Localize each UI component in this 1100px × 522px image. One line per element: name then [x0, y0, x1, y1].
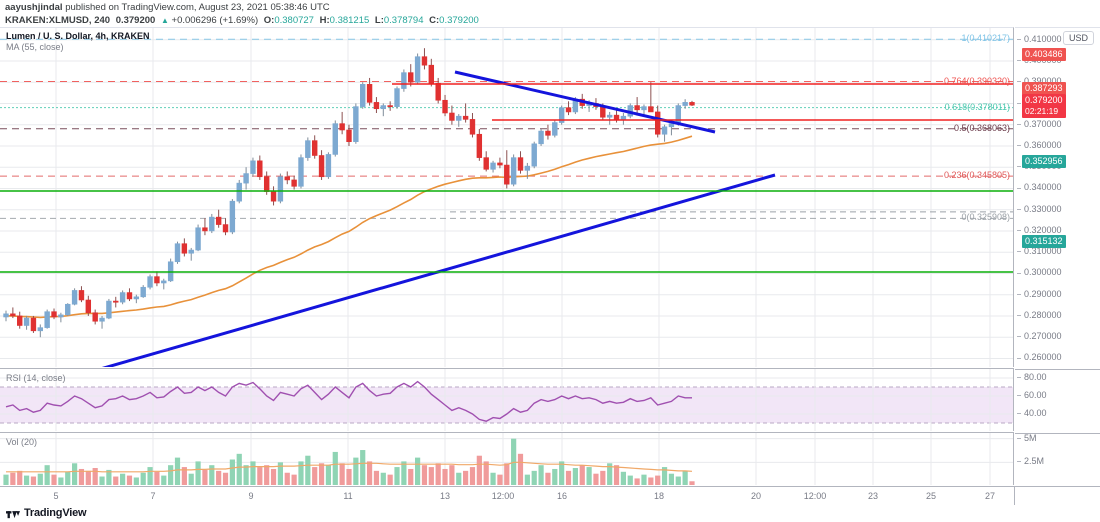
time-tick-label: 23 [867, 491, 879, 501]
fib-level-label: 0.236(0.345805) [943, 170, 1010, 181]
last-price: 0.379200 [115, 15, 156, 26]
price-tick: 0.410000 [1015, 34, 1062, 44]
open-label: O: [263, 15, 275, 26]
time-tick-label: 18 [653, 491, 665, 501]
currency-badge[interactable]: USD [1062, 31, 1094, 45]
price-countdown: 02:21:19 [1025, 106, 1059, 117]
price-tick: 0.340000 [1015, 182, 1062, 192]
chart-header: aayushjindal published on TradingView.co… [0, 0, 1100, 26]
rsi-chart-canvas [0, 369, 1013, 431]
time-tick-label: 16 [556, 491, 568, 501]
price-pane[interactable]: Lumen / U. S. Dollar, 4h, KRAKEN MA (55,… [0, 27, 1014, 367]
price-tick: 0.310000 [1015, 246, 1062, 256]
axis-divider-vol [1015, 433, 1100, 434]
fib-level-label: 0(0.325908) [961, 212, 1010, 223]
time-tick-label: 27 [984, 491, 996, 501]
price-tick: 0.370000 [1015, 119, 1062, 129]
time-tick-label: 12:00 [803, 491, 827, 501]
price-tick: 0.290000 [1015, 289, 1062, 299]
fib-level-label: 1(0.410217) [961, 33, 1010, 44]
time-axis[interactable]: 5 7 9 11 13 12:00 16 18 20 12:00 23 25 27 [0, 486, 1100, 506]
fib-level-label: 0.618(0.378011) [944, 101, 1010, 112]
close-value: 0.379200 [439, 15, 479, 26]
close-label: C: [429, 15, 440, 26]
resistance-tag-high: 0.403486 [1022, 47, 1066, 61]
symbol-label: KRAKEN:XLMUSD, 240 [5, 15, 111, 26]
tradingview-logo-icon [6, 510, 20, 518]
price-tick: 0.330000 [1015, 204, 1062, 214]
time-tick-label: 13 [439, 491, 451, 501]
high-value: 0.381215 [329, 15, 370, 26]
price-tick: 0.390000 [1015, 76, 1062, 86]
price-change: +0.006296 (+1.69%) [171, 15, 259, 26]
price-tick: 0.280000 [1015, 310, 1062, 320]
time-tick-label: 9 [248, 491, 254, 501]
fib-level-label: 0.764(0.390320) [943, 75, 1010, 86]
quote-line: KRAKEN:XLMUSD, 240 0.379200 ▲ +0.006296 … [5, 15, 1100, 27]
support-tag-lower: 0.315132 [1022, 235, 1066, 249]
price-tick: 0.320000 [1015, 225, 1062, 235]
current-price-tag: 0.379200 02:21:19 [1022, 94, 1066, 119]
up-triangle-icon: ▲ [160, 16, 169, 25]
volume-tick: 2.5M [1015, 456, 1044, 466]
footer: TradingView [0, 505, 1100, 522]
time-tick-label: 7 [150, 491, 156, 501]
volume-pane[interactable]: Vol (20) [0, 432, 1014, 485]
open-value: 0.380727 [274, 15, 314, 26]
volume-chart-canvas [0, 433, 1013, 485]
rsi-pane[interactable]: RSI (14, close) [0, 368, 1014, 431]
publication-line: aayushjindal published on TradingView.co… [5, 2, 1100, 14]
resistance-tag-mid: 0.387293 [1022, 81, 1066, 95]
rsi-tick: 40.00 [1015, 408, 1047, 418]
price-axis[interactable]: USD 0.4100000.4000000.3900000.3800000.37… [1015, 27, 1100, 485]
support-tag-upper: 0.352956 [1022, 154, 1066, 168]
axis-divider-rsi [1015, 369, 1100, 370]
price-tick: 0.360000 [1015, 140, 1062, 150]
price-tick: 0.260000 [1015, 352, 1062, 362]
price-tick: 0.270000 [1015, 331, 1062, 341]
time-tick-label: 12:00 [491, 491, 515, 501]
rsi-tick: 60.00 [1015, 390, 1047, 400]
volume-tick: 5M [1015, 433, 1037, 443]
time-axis-divider [1014, 487, 1015, 506]
time-tick-label: 5 [53, 491, 59, 501]
tradingview-brand[interactable]: TradingView [6, 507, 87, 519]
time-tick-label: 25 [925, 491, 937, 501]
fib-level-label: 0.5(0.368063) [953, 122, 1010, 133]
time-tick-label: 11 [343, 491, 353, 501]
published-text: published on TradingView.com, August 23,… [65, 2, 330, 13]
author-name: aayushjindal [5, 2, 63, 13]
tradingview-wordmark: TradingView [24, 507, 87, 519]
low-value: 0.378794 [383, 15, 424, 26]
high-label: H: [319, 15, 330, 26]
time-tick-label: 20 [750, 491, 762, 501]
price-chart-canvas [0, 28, 1013, 367]
low-label: L: [374, 15, 384, 26]
rsi-tick: 80.00 [1015, 372, 1047, 382]
price-tick: 0.300000 [1015, 267, 1062, 277]
